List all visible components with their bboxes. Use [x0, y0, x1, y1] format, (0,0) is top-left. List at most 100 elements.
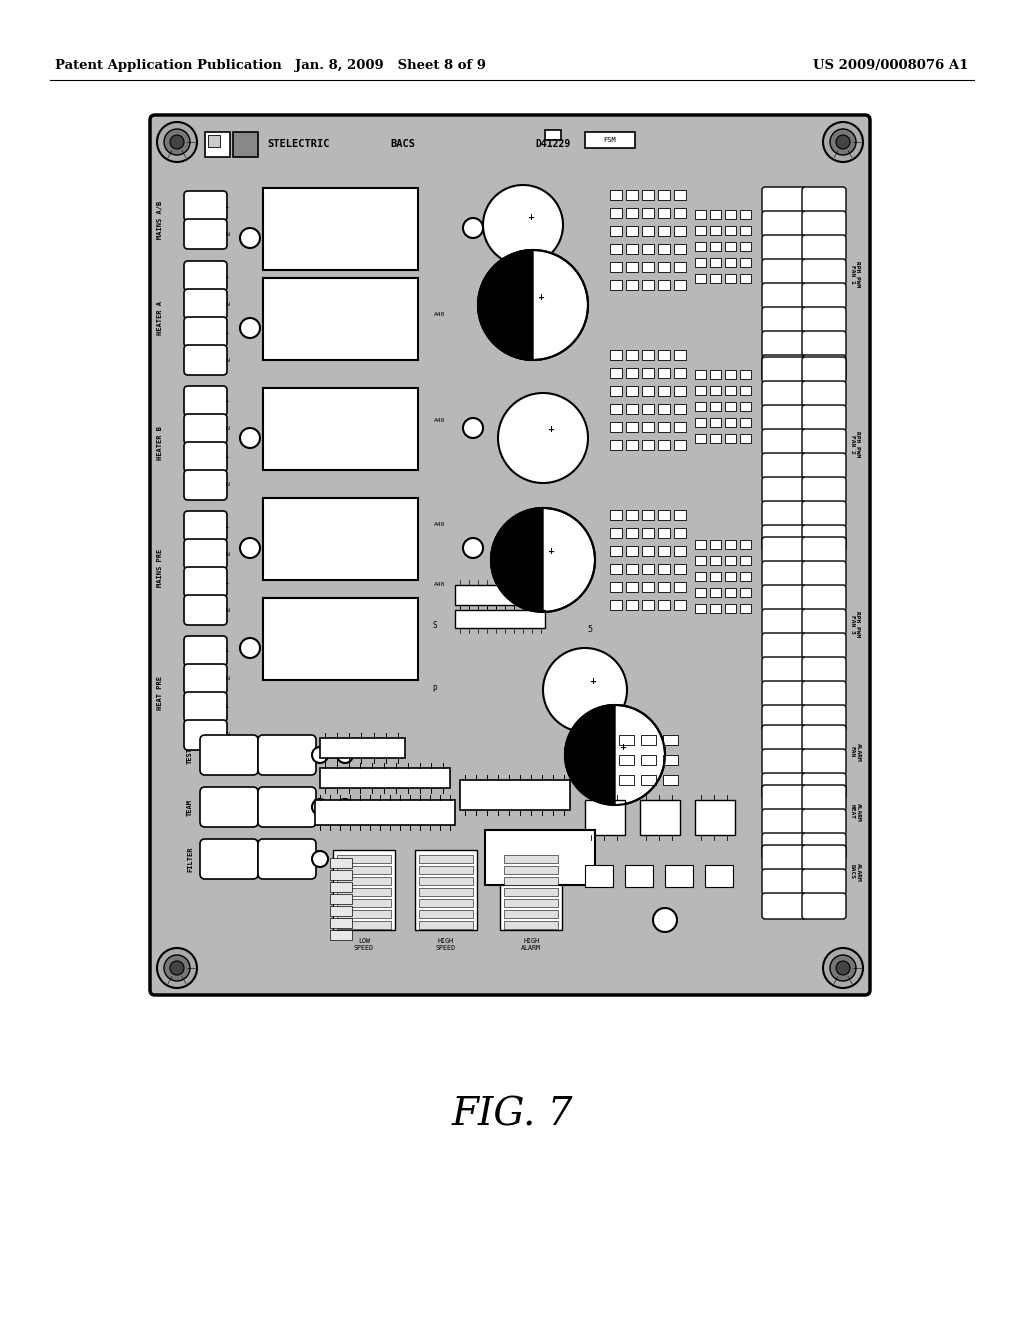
Text: L: L: [226, 648, 229, 653]
Bar: [695, 385, 706, 395]
FancyBboxPatch shape: [802, 356, 846, 383]
Circle shape: [483, 185, 563, 265]
Text: STELECTRIC: STELECTRIC: [267, 139, 330, 149]
Bar: [674, 190, 686, 201]
Bar: [674, 528, 686, 539]
FancyBboxPatch shape: [184, 664, 227, 694]
Bar: [597, 775, 612, 785]
Bar: [740, 210, 751, 219]
Bar: [674, 368, 686, 378]
FancyBboxPatch shape: [802, 705, 846, 731]
Bar: [330, 882, 352, 892]
Bar: [610, 440, 622, 450]
FancyBboxPatch shape: [762, 833, 806, 859]
Bar: [315, 800, 455, 825]
FancyBboxPatch shape: [258, 735, 316, 775]
Bar: [658, 261, 670, 272]
FancyBboxPatch shape: [762, 308, 806, 333]
Text: A40: A40: [434, 582, 445, 587]
Bar: [626, 546, 638, 556]
Bar: [610, 280, 622, 290]
Bar: [626, 510, 638, 520]
Circle shape: [463, 418, 483, 438]
FancyBboxPatch shape: [762, 894, 806, 919]
FancyBboxPatch shape: [762, 525, 806, 550]
Bar: [263, 598, 418, 680]
FancyBboxPatch shape: [802, 681, 846, 708]
Bar: [626, 564, 638, 574]
FancyBboxPatch shape: [762, 429, 806, 455]
Bar: [725, 434, 736, 444]
Bar: [740, 605, 751, 612]
FancyBboxPatch shape: [184, 219, 227, 249]
Bar: [640, 800, 680, 836]
Bar: [658, 440, 670, 450]
Circle shape: [240, 318, 260, 338]
FancyBboxPatch shape: [150, 115, 870, 995]
Circle shape: [337, 799, 353, 814]
Bar: [642, 440, 654, 450]
Circle shape: [836, 961, 850, 975]
FancyBboxPatch shape: [184, 317, 227, 347]
Text: HEATER B: HEATER B: [157, 426, 163, 459]
Bar: [674, 601, 686, 610]
Bar: [642, 564, 654, 574]
Text: N: N: [226, 358, 230, 363]
Bar: [610, 350, 622, 360]
Bar: [205, 132, 230, 157]
FancyBboxPatch shape: [802, 429, 846, 455]
Text: A40: A40: [434, 417, 445, 422]
Text: L: L: [226, 330, 229, 334]
Bar: [330, 858, 352, 869]
Bar: [610, 510, 622, 520]
Circle shape: [830, 954, 856, 981]
Bar: [710, 434, 721, 444]
Bar: [725, 556, 736, 565]
FancyBboxPatch shape: [184, 470, 227, 500]
Text: ALARM
DACS: ALARM DACS: [850, 863, 860, 882]
Text: +: +: [590, 677, 597, 686]
Bar: [642, 528, 654, 539]
FancyBboxPatch shape: [762, 355, 806, 381]
Circle shape: [836, 135, 850, 149]
Text: MAINS A/B: MAINS A/B: [157, 201, 163, 239]
Bar: [710, 556, 721, 565]
Bar: [618, 775, 634, 785]
Bar: [642, 385, 654, 396]
Bar: [626, 209, 638, 218]
Bar: [626, 280, 638, 290]
Circle shape: [157, 948, 197, 987]
Text: A40: A40: [434, 523, 445, 528]
Bar: [674, 510, 686, 520]
Bar: [642, 601, 654, 610]
Text: D41229: D41229: [535, 139, 570, 149]
FancyBboxPatch shape: [802, 785, 846, 810]
Circle shape: [823, 121, 863, 162]
Bar: [658, 209, 670, 218]
FancyBboxPatch shape: [184, 261, 227, 290]
Bar: [460, 780, 570, 810]
Text: Patent Application Publication: Patent Application Publication: [55, 58, 282, 71]
Bar: [710, 226, 721, 235]
Bar: [330, 906, 352, 916]
Bar: [710, 418, 721, 426]
FancyBboxPatch shape: [802, 585, 846, 611]
Bar: [626, 601, 638, 610]
FancyBboxPatch shape: [802, 331, 846, 356]
Bar: [658, 244, 670, 253]
Bar: [319, 768, 450, 788]
Text: N: N: [226, 552, 230, 557]
Bar: [337, 909, 391, 917]
Bar: [658, 404, 670, 414]
Bar: [263, 388, 418, 470]
Bar: [585, 865, 613, 887]
Bar: [626, 244, 638, 253]
Bar: [725, 572, 736, 581]
Bar: [208, 135, 220, 147]
Circle shape: [164, 129, 190, 154]
FancyBboxPatch shape: [802, 833, 846, 859]
FancyBboxPatch shape: [802, 187, 846, 213]
Circle shape: [312, 799, 328, 814]
Bar: [610, 190, 622, 201]
Bar: [626, 528, 638, 539]
